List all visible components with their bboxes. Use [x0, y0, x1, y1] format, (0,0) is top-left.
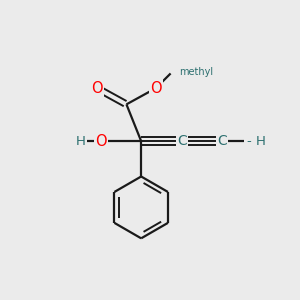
- Text: O: O: [96, 134, 107, 149]
- Text: C: C: [217, 134, 227, 148]
- Text: C: C: [178, 134, 187, 148]
- Text: O: O: [150, 81, 162, 96]
- Text: H: H: [76, 135, 86, 148]
- Text: - H: - H: [247, 135, 266, 148]
- Text: O: O: [91, 81, 103, 96]
- Text: methyl: methyl: [179, 67, 214, 77]
